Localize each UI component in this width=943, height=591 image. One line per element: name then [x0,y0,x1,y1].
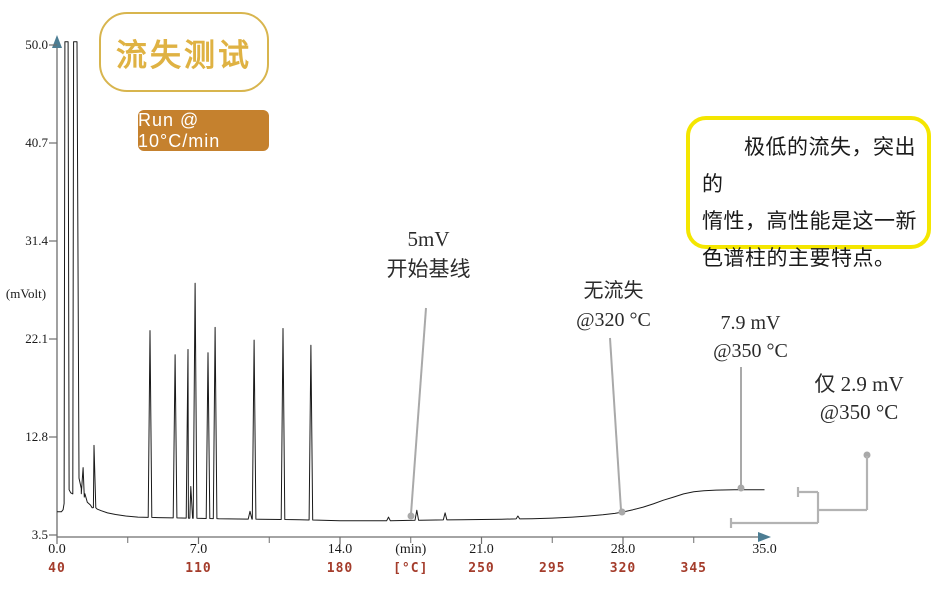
temperature-label: 295 [539,561,565,576]
temperature-label: 345 [681,561,707,576]
x-tick-label: 28.0 [611,542,636,558]
y-axis-unit-label: (mVolt) [1,286,51,302]
temperature-label: 110 [185,561,211,576]
note-line-2: 惰性，高性能是这一新 [702,203,919,240]
note-line-1: 极低的流失，突出的 [702,129,919,203]
title-badge-label: 流失测试 [116,30,252,75]
temperature-label: [°C] [393,561,428,576]
annotation-7-9mv-350c: 7.9 mV @350 °C [703,309,798,365]
annotation-start-baseline: 5mV 开始基线 [376,224,481,284]
y-tick-label: 22.1 [12,331,48,347]
note-line-3: 色谱柱的主要特点。 [702,240,919,277]
annotation-start-baseline-text: 开始基线 [376,254,481,284]
x-tick-label: 7.0 [190,542,208,558]
note-box: 极低的流失，突出的 惰性，高性能是这一新 色谱柱的主要特点。 [686,116,931,249]
y-tick-label: 40.7 [12,135,48,151]
title-badge: 流失测试 [99,12,269,92]
y-tick-label: 50.0 [12,37,48,53]
y-tick-label: 12.8 [12,429,48,445]
dot-5mv [408,513,415,520]
annotation-2-9mv-value: 仅 2.9 mV [798,370,920,398]
temperature-label: 320 [610,561,636,576]
x-tick-label: 21.0 [469,542,494,558]
x-axis-arrow-icon [758,532,771,542]
bleed-test-chart-page: (mVolt) 50.0 40.7 31.4 22.1 12.8 3.50.0 7.0 14.… [0,0,943,591]
dot-7-9mv [738,485,745,492]
y-tick-label: 3.5 [12,527,48,543]
run-rate-label: Run @ 10°C/min [138,110,269,152]
pointer-5mv-line [411,308,426,514]
dot-no-bleed [619,509,626,516]
temperature-label: 180 [327,561,353,576]
y-axis-arrow-icon [52,35,62,48]
run-rate-badge: Run @ 10°C/min [138,110,269,151]
annotation-no-bleed-temp: @320 °C [566,306,661,335]
annotation-start-baseline-value: 5mV [376,224,481,254]
annotation-7-9mv-value: 7.9 mV [703,309,798,337]
x-tick-label: 14.0 [328,542,353,558]
x-tick-label: 0.0 [48,542,66,558]
temperature-label: 250 [468,561,494,576]
y-tick-label: 31.4 [12,233,48,249]
x-tick-label: 35.0 [752,542,777,558]
x-tick-label: (min) [395,542,426,558]
pointer-no-bleed-line [610,338,621,510]
temperature-label: 40 [48,561,66,576]
annotation-no-bleed-text: 无流失 [566,277,661,306]
annotation-7-9mv-temp: @350 °C [703,337,798,365]
annotation-2-9mv-350c: 仅 2.9 mV @350 °C [798,370,920,426]
annotation-2-9mv-temp: @350 °C [798,398,920,426]
annotation-no-bleed-320c: 无流失 @320 °C [566,277,661,335]
